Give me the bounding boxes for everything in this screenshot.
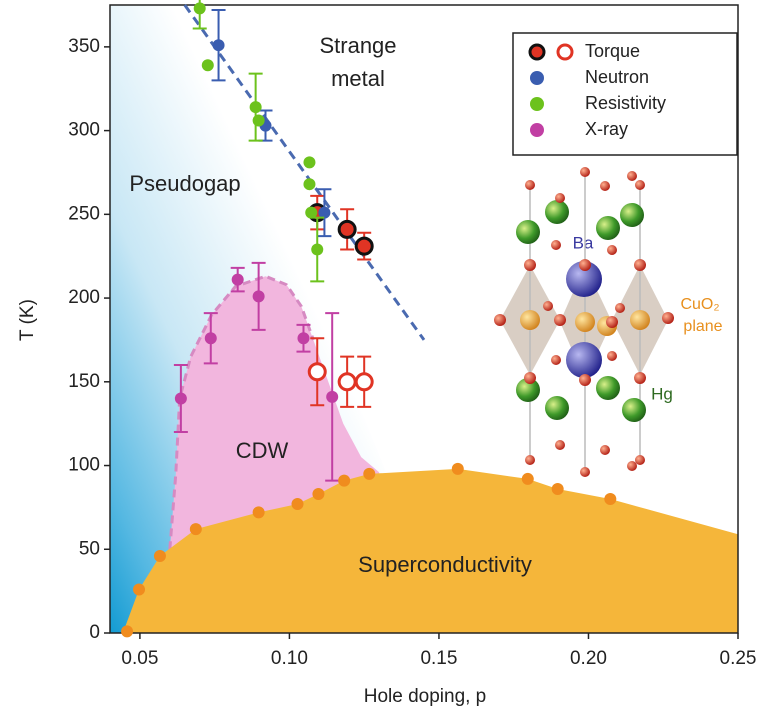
- data-point: [354, 372, 374, 392]
- region-label: Superconductivity: [358, 552, 532, 577]
- data-point: [133, 583, 146, 596]
- legend-marker: [530, 123, 544, 137]
- x-axis-title: Hole doping, p: [364, 686, 487, 707]
- y-tick-label: 300: [68, 120, 100, 141]
- x-tick-label: 0.10: [271, 648, 308, 669]
- atom-label: plane: [683, 318, 722, 335]
- legend-label: Neutron: [585, 67, 649, 87]
- data-point: [193, 2, 206, 15]
- data-point: [231, 273, 244, 286]
- data-point: [201, 59, 214, 72]
- data-point: [204, 332, 217, 345]
- x-tick-label: 0.20: [570, 648, 607, 669]
- data-point: [303, 156, 316, 169]
- region-label: metal: [331, 66, 385, 91]
- data-point: [291, 498, 304, 511]
- y-tick-label: 50: [79, 538, 100, 559]
- atom-label: CuO₂: [680, 296, 719, 313]
- atom-label: Ba: [573, 233, 594, 252]
- x-tick-label: 0.15: [420, 648, 457, 669]
- y-tick-label: 250: [68, 203, 100, 224]
- data-point: [318, 206, 331, 219]
- region-label: Pseudogap: [129, 171, 240, 196]
- legend-box: [512, 32, 738, 156]
- data-point: [451, 462, 464, 475]
- atom-label: Hg: [651, 384, 673, 403]
- legend-marker: [528, 43, 546, 61]
- region-label: Strange: [319, 33, 396, 58]
- data-point: [521, 472, 534, 485]
- legend-marker: [530, 71, 544, 85]
- y-axis-title: T (K): [17, 299, 38, 341]
- y-tick-label: 150: [68, 371, 100, 392]
- region-label: CDW: [236, 438, 289, 463]
- superconductivity-region: [122, 468, 738, 633]
- data-point: [303, 178, 316, 191]
- legend-marker: [556, 43, 574, 61]
- data-point: [174, 392, 187, 405]
- data-point: [121, 625, 134, 638]
- legend-label: X-ray: [585, 119, 628, 139]
- data-point: [363, 467, 376, 480]
- data-point: [212, 39, 225, 52]
- data-point: [153, 549, 166, 562]
- legend-label: Resistivity: [585, 93, 666, 113]
- data-point: [297, 332, 310, 345]
- y-tick-label: 100: [68, 455, 100, 476]
- data-point: [338, 474, 351, 487]
- data-point: [252, 114, 265, 127]
- data-point: [312, 488, 325, 501]
- data-point: [307, 362, 327, 382]
- data-point: [252, 290, 265, 303]
- data-point: [604, 493, 617, 506]
- data-point: [252, 506, 265, 519]
- legend-marker: [530, 97, 544, 111]
- plot-frame: [109, 4, 739, 634]
- data-point: [354, 236, 374, 256]
- legend-label: Torque: [585, 41, 640, 61]
- y-tick-label: 200: [68, 287, 100, 308]
- data-point: [326, 390, 339, 403]
- data-point: [305, 206, 318, 219]
- data-point: [311, 243, 324, 256]
- y-tick-label: 0: [89, 622, 100, 643]
- data-point: [189, 523, 202, 536]
- data-point: [249, 101, 262, 114]
- crystal-structure: [494, 167, 674, 477]
- x-tick-label: 0.05: [121, 648, 158, 669]
- y-tick-label: 350: [68, 36, 100, 57]
- data-point: [337, 372, 357, 392]
- x-tick-label: 0.25: [720, 648, 757, 669]
- pseudogap-line: [183, 4, 426, 341]
- data-point: [551, 482, 564, 495]
- data-point: [337, 219, 357, 239]
- cdw-boundary: [168, 274, 315, 550]
